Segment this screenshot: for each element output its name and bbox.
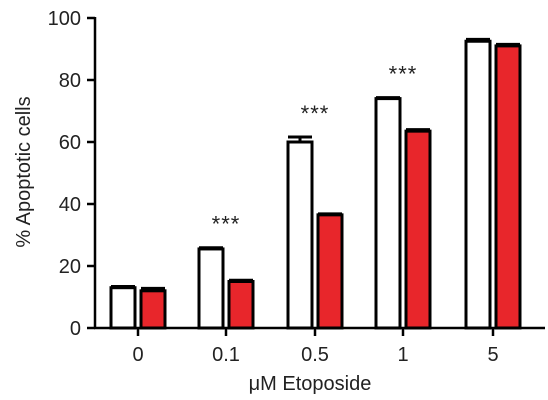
x-axis-title: μM Etoposide xyxy=(249,373,372,395)
bar-series-1 xyxy=(109,286,137,330)
bar-series-2 xyxy=(404,129,432,330)
y-tick-label: 80 xyxy=(59,70,81,92)
bar-series-1 xyxy=(464,39,492,330)
y-tick-label: 0 xyxy=(70,318,81,340)
y-tick-label: 100 xyxy=(48,8,81,30)
significance-annotation: *** xyxy=(389,62,418,87)
y-tick-label: 20 xyxy=(59,256,81,278)
significance-annotation: *** xyxy=(212,212,241,237)
x-tick-label: 0.5 xyxy=(301,344,329,366)
bars xyxy=(109,37,522,330)
tick-labels: 0 20 40 60 80 100 0 0.1 0.5 1 5 *** *** *** xyxy=(48,8,499,366)
bar-series-1 xyxy=(286,140,314,330)
bar-series-2 xyxy=(227,280,255,330)
bar-series-1 xyxy=(197,247,225,330)
bar-series-2 xyxy=(139,289,167,330)
bar-series-1 xyxy=(374,97,402,330)
bar-series-2 xyxy=(316,213,344,330)
significance-annotation: *** xyxy=(301,101,330,126)
x-tick-label: 1 xyxy=(397,344,408,366)
x-tick-label: 5 xyxy=(487,344,498,366)
y-tick-label: 60 xyxy=(59,132,81,154)
x-tick-label: 0.1 xyxy=(212,344,240,366)
bar-series-2 xyxy=(494,44,522,330)
x-tick-label: 0 xyxy=(132,344,143,366)
y-tick-label: 40 xyxy=(59,194,81,216)
y-axis-title: % Apoptotic cells xyxy=(13,96,35,247)
